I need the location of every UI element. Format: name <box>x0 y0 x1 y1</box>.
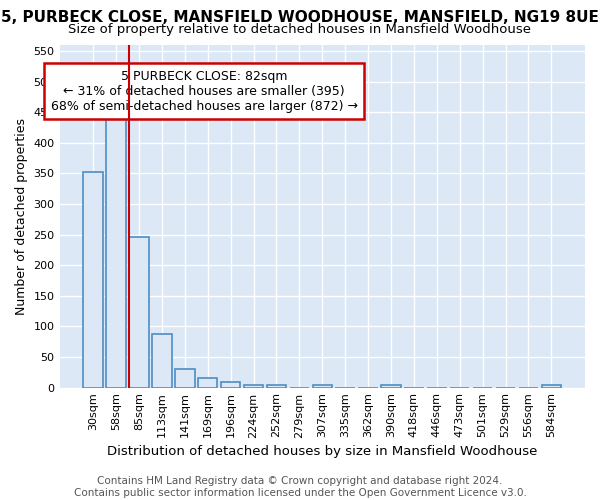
Bar <box>221 382 241 388</box>
Bar <box>106 114 126 388</box>
Bar <box>267 384 286 388</box>
X-axis label: Distribution of detached houses by size in Mansfield Woodhouse: Distribution of detached houses by size … <box>107 444 538 458</box>
Bar <box>313 384 332 388</box>
Bar <box>83 172 103 388</box>
Bar <box>152 334 172 388</box>
Bar <box>244 384 263 388</box>
Text: Contains HM Land Registry data © Crown copyright and database right 2024.
Contai: Contains HM Land Registry data © Crown c… <box>74 476 526 498</box>
Bar <box>381 384 401 388</box>
Text: 5, PURBECK CLOSE, MANSFIELD WOODHOUSE, MANSFIELD, NG19 8UE: 5, PURBECK CLOSE, MANSFIELD WOODHOUSE, M… <box>1 10 599 25</box>
Y-axis label: Number of detached properties: Number of detached properties <box>15 118 28 315</box>
Bar <box>198 378 217 388</box>
Text: 5 PURBECK CLOSE: 82sqm
← 31% of detached houses are smaller (395)
68% of semi-de: 5 PURBECK CLOSE: 82sqm ← 31% of detached… <box>50 70 358 112</box>
Bar <box>129 237 149 388</box>
Text: Size of property relative to detached houses in Mansfield Woodhouse: Size of property relative to detached ho… <box>68 22 532 36</box>
Bar <box>175 369 194 388</box>
Bar <box>542 384 561 388</box>
